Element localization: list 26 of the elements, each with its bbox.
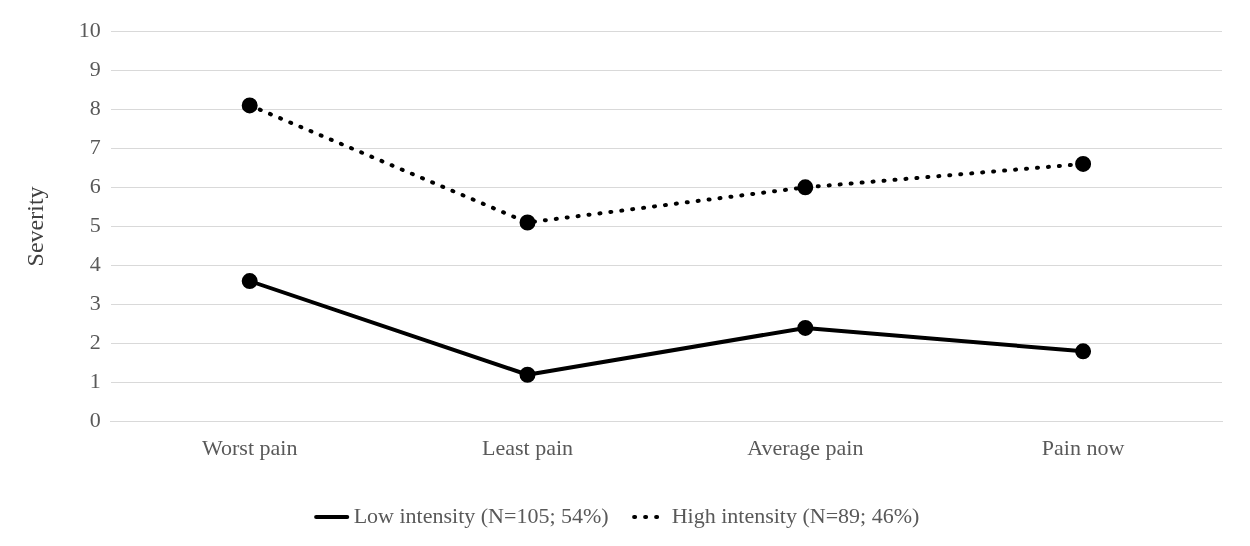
point bbox=[241, 97, 258, 114]
y-tick-label: 3 bbox=[89, 290, 101, 316]
y-tick-label: 5 bbox=[89, 212, 101, 238]
point bbox=[519, 366, 536, 383]
point bbox=[797, 179, 814, 196]
x-tick-label: Pain now bbox=[1041, 434, 1125, 460]
point bbox=[1075, 343, 1092, 360]
point bbox=[241, 273, 258, 290]
y-tick-label: 1 bbox=[89, 368, 101, 394]
y-axis-title: Severity bbox=[21, 186, 48, 267]
legend-label: High intensity (N=89; 46%) bbox=[671, 502, 920, 528]
y-tick-label: 6 bbox=[89, 173, 101, 199]
y-tick-label: 4 bbox=[89, 251, 101, 277]
point bbox=[797, 319, 814, 336]
y-tick-label: 2 bbox=[89, 329, 101, 355]
y-tick-label: 9 bbox=[89, 56, 101, 82]
point bbox=[519, 214, 536, 231]
legend-label: Low intensity (N=105; 54%) bbox=[353, 502, 609, 528]
y-tick-label: 10 bbox=[78, 16, 101, 42]
x-tick-label: Average pain bbox=[747, 434, 864, 460]
y-tick-label: 8 bbox=[89, 95, 101, 121]
point bbox=[1075, 155, 1092, 172]
x-tick-label: Worst pain bbox=[202, 434, 298, 460]
y-tick-label: 7 bbox=[89, 134, 101, 160]
x-tick-label: Least pain bbox=[481, 434, 574, 460]
y-tick-label: 0 bbox=[89, 407, 101, 433]
